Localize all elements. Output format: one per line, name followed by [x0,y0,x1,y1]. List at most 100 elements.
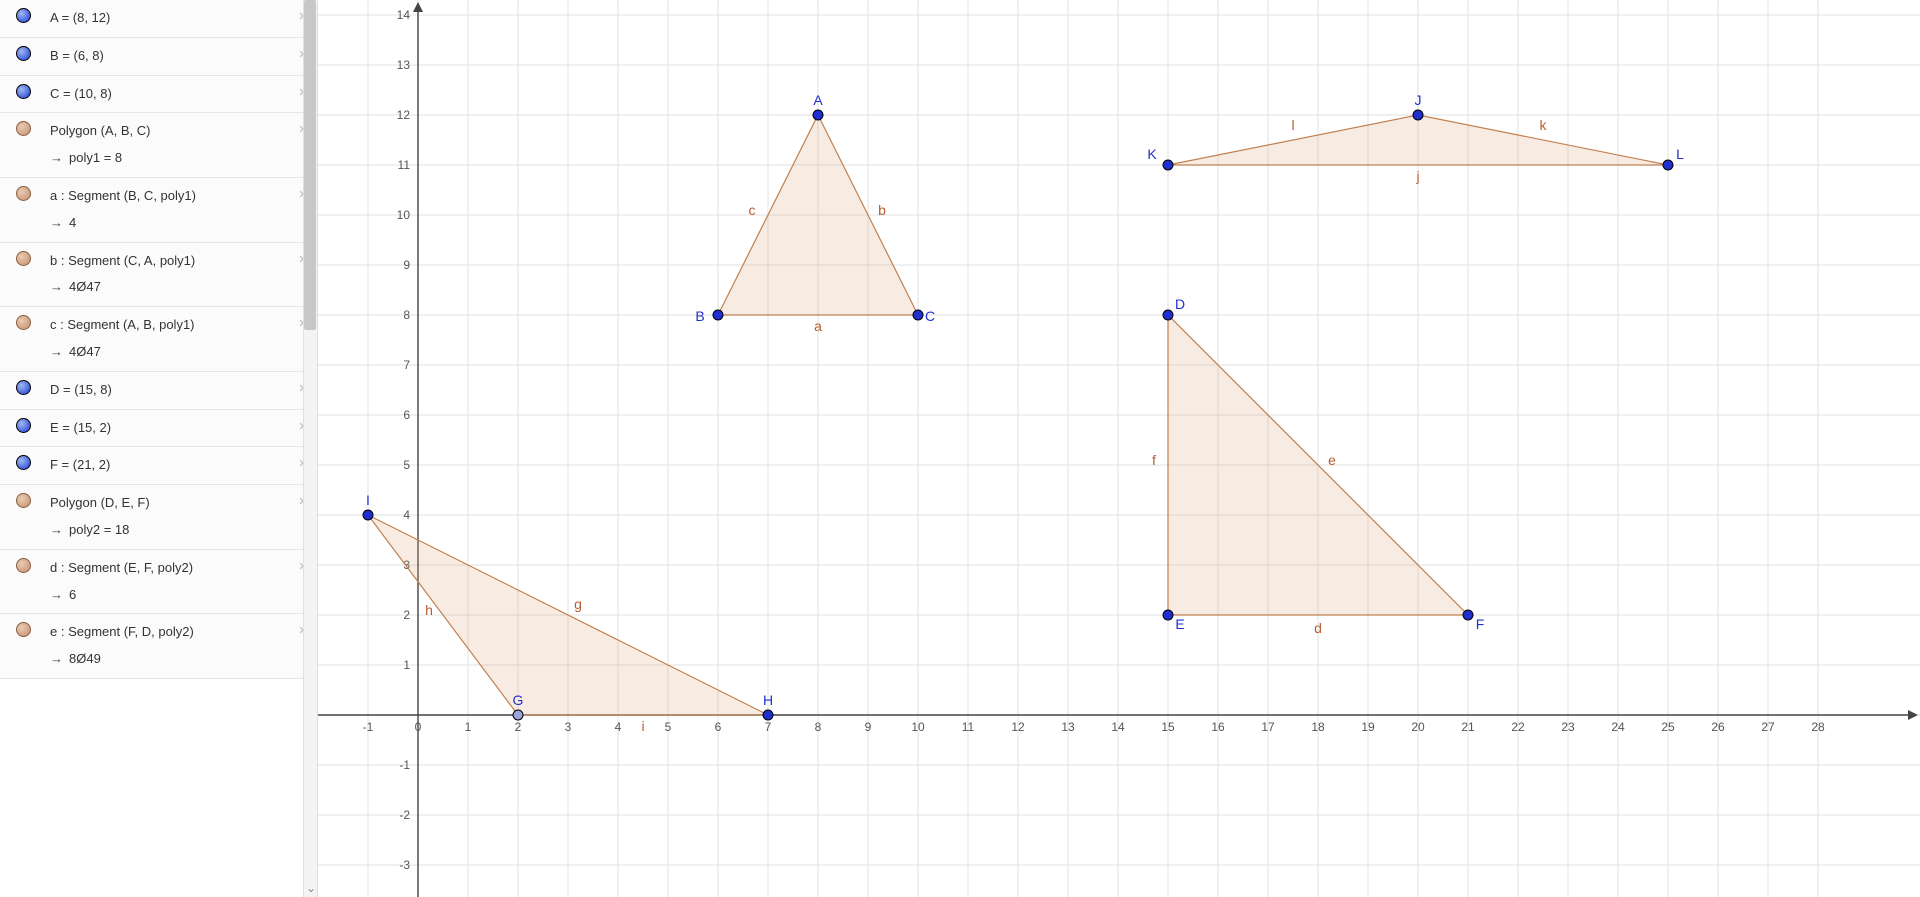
y-tick-label: 7 [403,358,410,372]
polygon-poly4[interactable]: jklJKL [1147,92,1684,184]
algebra-item-content[interactable]: A = (8, 12) [46,6,289,31]
visibility-toggle[interactable] [0,491,46,508]
algebra-item-content[interactable]: B = (6, 8) [46,44,289,69]
y-tick-label: 14 [397,8,411,22]
polygon-icon [16,493,31,508]
y-tick-label: 4 [403,508,410,522]
x-axis-arrow-icon [1908,710,1918,720]
visibility-toggle[interactable] [0,119,46,136]
point-icon [16,380,31,395]
algebra-item[interactable]: D = (15, 8)× [0,372,317,410]
point-J[interactable] [1413,110,1423,120]
x-tick-label: 26 [1711,720,1725,734]
point-H[interactable] [763,710,773,720]
algebra-item[interactable]: F = (21, 2)× [0,447,317,485]
visibility-toggle[interactable] [0,82,46,99]
point-label: D [1175,296,1185,312]
point-C[interactable] [913,310,923,320]
segment-label: l [1291,117,1294,133]
algebra-item-content[interactable]: E = (15, 2) [46,416,289,441]
point-A[interactable] [813,110,823,120]
algebra-item-content[interactable]: Polygon (A, B, C)→poly1 = 8 [46,119,289,171]
value-text: poly2 = 18 [69,522,129,537]
x-tick-label: 4 [615,720,622,734]
coordinate-plane[interactable]: -101234567891011121314151617181920212223… [318,0,1920,897]
visibility-toggle[interactable] [0,313,46,330]
algebra-item-content[interactable]: Polygon (D, E, F)→poly2 = 18 [46,491,289,543]
point-icon [16,418,31,433]
point-K[interactable] [1163,160,1173,170]
algebra-item[interactable]: A = (8, 12)× [0,0,317,38]
x-tick-label: 20 [1411,720,1425,734]
point-label: I [366,492,370,508]
point-I[interactable] [363,510,373,520]
visibility-toggle[interactable] [0,378,46,395]
point-icon [16,84,31,99]
algebra-item-content[interactable]: D = (15, 8) [46,378,289,403]
x-tick-label: 3 [565,720,572,734]
algebra-item[interactable]: Polygon (A, B, C)→poly1 = 8× [0,113,317,178]
visibility-toggle[interactable] [0,620,46,637]
algebra-item[interactable]: B = (6, 8)× [0,38,317,76]
y-axis-arrow-icon [413,2,423,12]
algebra-item[interactable]: b : Segment (C, A, poly1)→4Ø47× [0,243,317,308]
algebra-item[interactable]: C = (10, 8)× [0,76,317,114]
segment-label: c [749,202,756,218]
visibility-toggle[interactable] [0,44,46,61]
y-tick-label: -1 [399,758,410,772]
point-label: E [1175,616,1184,632]
algebra-item-content[interactable]: c : Segment (A, B, poly1)→4Ø47 [46,313,289,365]
visibility-toggle[interactable] [0,249,46,266]
algebra-item[interactable]: E = (15, 2)× [0,410,317,448]
algebra-item[interactable]: a : Segment (B, C, poly1)→4× [0,178,317,243]
definition-line: E = (15, 2) [50,418,285,439]
polygon-poly1[interactable]: abcABC [695,92,935,334]
visibility-toggle[interactable] [0,6,46,23]
algebra-item-content[interactable]: C = (10, 8) [46,82,289,107]
visibility-toggle[interactable] [0,184,46,201]
x-tick-label: 24 [1611,720,1625,734]
y-tick-label: 1 [403,658,410,672]
definition-line: B = (6, 8) [50,46,285,67]
scrollbar-down-icon[interactable]: ⌄ [304,881,318,895]
algebra-item[interactable]: d : Segment (E, F, poly2)→6× [0,550,317,615]
algebra-item[interactable]: e : Segment (F, D, poly2)→8Ø49× [0,614,317,679]
algebra-item-content[interactable]: F = (21, 2) [46,453,289,478]
point-label: H [763,692,773,708]
polygon-icon [16,622,31,637]
arrow-icon: → [50,215,63,230]
y-tick-label: 10 [397,208,411,222]
segment-label: f [1152,452,1156,468]
definition-line: C = (10, 8) [50,84,285,105]
x-tick-label: 9 [865,720,872,734]
x-tick-label: 16 [1211,720,1225,734]
arrow-icon: → [50,150,63,165]
definition-line: a : Segment (B, C, poly1) [50,186,285,207]
scrollbar[interactable]: ⌄ [303,0,317,897]
point-D[interactable] [1163,310,1173,320]
segment-label: d [1314,620,1322,636]
graphics-view[interactable]: -101234567891011121314151617181920212223… [318,0,1920,897]
x-tick-label: 23 [1561,720,1575,734]
algebra-item-content[interactable]: a : Segment (B, C, poly1)→4 [46,184,289,236]
algebra-item[interactable]: Polygon (D, E, F)→poly2 = 18× [0,485,317,550]
segment-label: h [425,602,433,618]
point-L[interactable] [1663,160,1673,170]
visibility-toggle[interactable] [0,416,46,433]
visibility-toggle[interactable] [0,453,46,470]
visibility-toggle[interactable] [0,556,46,573]
point-E[interactable] [1163,610,1173,620]
value-line: →4Ø47 [50,277,285,298]
x-tick-label: 27 [1761,720,1775,734]
point-F[interactable] [1463,610,1473,620]
algebra-item[interactable]: c : Segment (A, B, poly1)→4Ø47× [0,307,317,372]
point-G[interactable] [513,710,523,720]
point-B[interactable] [713,310,723,320]
polygon-shape[interactable] [1168,115,1668,165]
algebra-item-content[interactable]: e : Segment (F, D, poly2)→8Ø49 [46,620,289,672]
value-line: →6 [50,585,285,606]
algebra-item-content[interactable]: b : Segment (C, A, poly1)→4Ø47 [46,249,289,301]
point-label: K [1147,146,1157,162]
scrollbar-thumb[interactable] [304,0,316,330]
algebra-item-content[interactable]: d : Segment (E, F, poly2)→6 [46,556,289,608]
